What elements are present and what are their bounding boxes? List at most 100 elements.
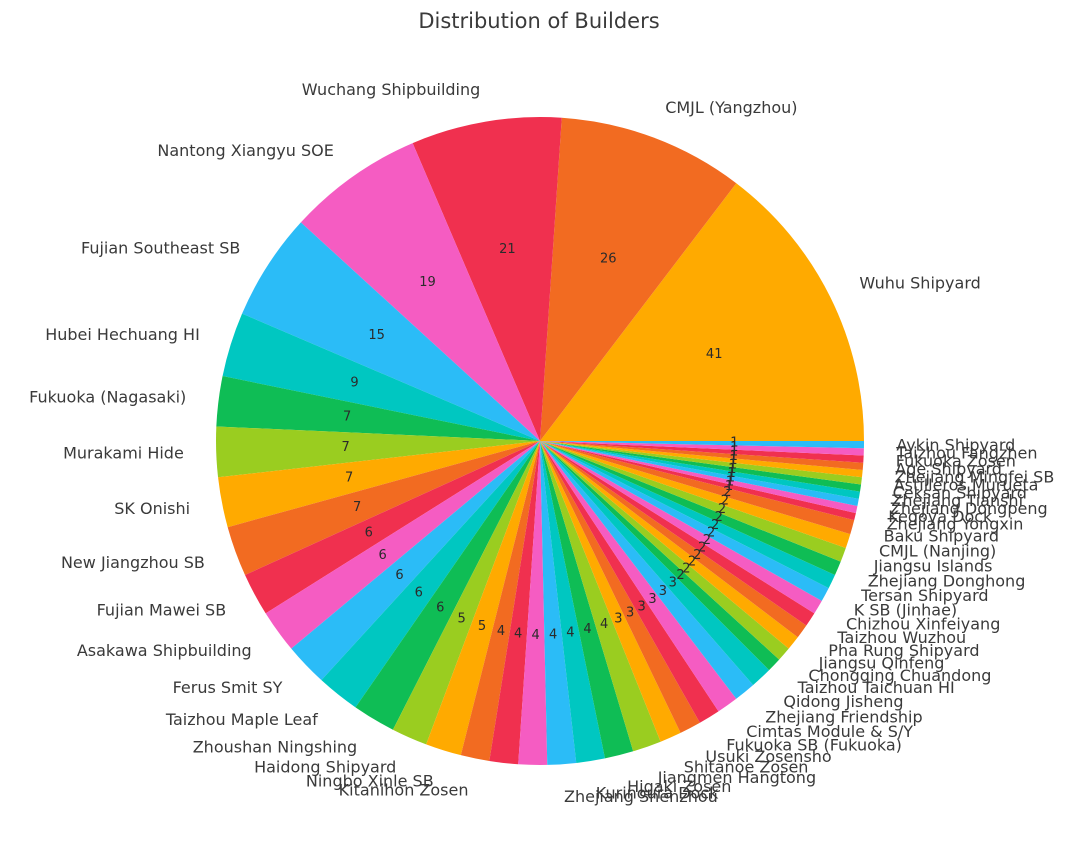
pie-slice-label: Taizhou Taichuan HI — [797, 678, 955, 697]
pie-slice-label: Taizhou Maple Leaf — [165, 710, 318, 729]
pie-slice-label: Kurinoura Dock — [596, 784, 719, 803]
pie-slice-label: Hubei Hechuang HI — [45, 325, 200, 344]
pie-slice-label: Fukuoka SB (Fukuoka) — [726, 735, 902, 754]
pie-slice-ceksan-shipyard — [540, 441, 862, 492]
pie-value-label: 5 — [457, 611, 465, 626]
pie-slice-label: Wuchang Shipbuilding — [302, 80, 481, 99]
pie-value-label: 1 — [730, 444, 738, 459]
pie-slice-higaki-zosen — [540, 441, 634, 759]
pie-value-label: 5 — [478, 619, 486, 634]
pie-slice-label: Tersan Shipyard — [860, 586, 988, 605]
pie-slice-label: Kitanihon Zosen — [339, 781, 469, 800]
pie-slice-label: Chongqing Chuandong — [808, 666, 991, 685]
pie-slice-label: Usuki Zosensho — [705, 747, 831, 766]
pie-slice-wuchang-shipbuilding — [412, 116, 562, 442]
pie-slice-zhejiang-shenzhou — [540, 441, 577, 765]
pie-value-label: 4 — [514, 627, 522, 642]
pie-slice-aykin-shipyard — [540, 441, 864, 449]
pie-slice-jiangsu-qinfeng — [540, 441, 798, 649]
pie-slice-unlabeled-19 — [518, 441, 548, 766]
pie-slice-zhejiang-yongxin — [540, 441, 856, 521]
pie-slice-jiangsu-islands — [540, 441, 846, 562]
pie-slice-fukuoka-sb-fukuoka — [540, 441, 719, 723]
pie-slice-label: Baku Shipyard — [884, 526, 999, 545]
pie-slice-ningbo-xinle-sb — [426, 441, 540, 756]
pie-slice-label: Murakami Hide — [63, 444, 184, 463]
pie-value-label: 1 — [730, 436, 738, 451]
pie-slice-chongqing-chuandong — [540, 441, 789, 660]
pie-slice-kurinoura-dock — [540, 441, 605, 763]
pie-slice-label: Taizhou Fangzhen — [895, 444, 1037, 463]
pie-slice-kitanihon-zosen — [460, 441, 540, 762]
pie-slice-label: Jiangmen Hangtong — [657, 768, 816, 787]
pie-slices — [216, 116, 864, 766]
pie-slice-label: K SB (Jinhae) — [854, 600, 957, 619]
pie-value-label: 4 — [566, 626, 574, 641]
pie-value-label: 1 — [725, 479, 733, 494]
pie-slice-age-shipyard — [540, 441, 864, 471]
pie-slice-label: SK Onishi — [114, 499, 190, 518]
pie-slice-label: Haidong Shipyard — [254, 758, 396, 777]
pie-slice-label: Jiangsu Islands — [873, 557, 993, 576]
pie-slice-label: Higaki Zosen — [627, 777, 731, 796]
pie-slice-shitanoe-zosen — [540, 441, 681, 742]
pie-value-label: 1 — [729, 457, 737, 472]
pie-slice-chizhou-xinfeiyang — [540, 441, 822, 614]
pie-value-label: 2 — [718, 502, 726, 517]
pie-value-label: 1 — [729, 453, 737, 468]
pie-slice-ferus-smit-sy — [291, 441, 540, 681]
pie-value-label: 2 — [715, 510, 723, 525]
pie-slice-taizhou-wuzhou — [540, 441, 815, 626]
pie-slice-zhejiang-tianshi — [540, 441, 861, 499]
pie-slice-label: Kegoya Dock — [888, 507, 993, 526]
pie-value-label: 7 — [353, 500, 361, 515]
pie-slice-label: Jiangsu Qinfeng — [818, 654, 945, 673]
pie-value-label: 2 — [721, 494, 729, 509]
pie-slice-asakawa-shipbuilding — [265, 441, 540, 649]
pie-value-label: 26 — [600, 252, 617, 267]
pie-slice-zhejiang-mingfei-sb — [540, 441, 863, 478]
pie-value-label: 3 — [659, 584, 667, 599]
pie-value-label: 3 — [614, 611, 622, 626]
pie-slice-tersan-shipyard — [540, 441, 835, 589]
pie-value-label: 9 — [350, 376, 358, 391]
pie-slice-label: Qidong Jisheng — [783, 692, 903, 711]
pie-value-label: 1 — [727, 470, 735, 485]
pie-slice-label: CMJL (Yangzhou) — [665, 98, 797, 117]
pie-slice-label: Nantong Xiangyu SOE — [157, 141, 333, 160]
pie-value-label: 21 — [499, 242, 516, 257]
pie-slice-label: Fujian Mawei SB — [97, 600, 227, 619]
pie-value-label: 4 — [497, 624, 505, 639]
pie-value-label: 3 — [648, 592, 656, 607]
pie-value-label: 2 — [711, 518, 719, 533]
pie-value-label: 4 — [583, 622, 591, 637]
pie-slice-new-jiangzhou-sb — [227, 441, 540, 575]
pie-slice-label: Zhejiang Friendship — [765, 708, 922, 727]
pie-value-label: 3 — [669, 576, 677, 591]
pie-slice-unlabeled-18 — [489, 441, 540, 765]
pie-value-label: 6 — [415, 586, 423, 601]
pie-value-label: 1 — [730, 440, 738, 455]
pie-slice-label: New Jiangzhou SB — [61, 553, 205, 572]
pie-value-label: 3 — [626, 606, 634, 621]
pie-slice-label: Ningbo Xinle SB — [306, 772, 434, 791]
pie-slice-label: Ceksan Shipyard — [893, 483, 1027, 502]
pie-slice-label: Zhejiang Mingfei SB — [895, 467, 1055, 486]
pie-value-label: 15 — [368, 328, 385, 343]
pie-value-label: 1 — [728, 466, 736, 481]
pie-value-label: 2 — [676, 568, 684, 583]
pie-slice-label: Pha Rung Shipyard — [828, 641, 979, 660]
pie-slice-cmjl-nanjing — [540, 441, 851, 549]
pie-value-label: 1 — [728, 462, 736, 477]
pie-slice-sk-onishi — [218, 441, 541, 528]
pie-slice-label: Zhejiang Yongxin — [887, 515, 1024, 534]
pie-slice-labels: Wuhu Shipyard CMJL (Yangzhou) Wuchang Ship… — [29, 80, 1054, 806]
pie-value-label: 2 — [693, 548, 701, 563]
pie-slice-label: Cimtas Module & S/Y — [746, 722, 913, 741]
pie-slice-label: Fukuoka Zosen — [896, 452, 1016, 471]
pie-slice-jiangmen-hangtong — [540, 441, 661, 752]
pie-slice-label: Fujian Southeast SB — [81, 239, 240, 258]
pie-slice-label: Zhejiang Tianshi — [891, 491, 1023, 510]
pie-value-label: 19 — [419, 275, 436, 290]
